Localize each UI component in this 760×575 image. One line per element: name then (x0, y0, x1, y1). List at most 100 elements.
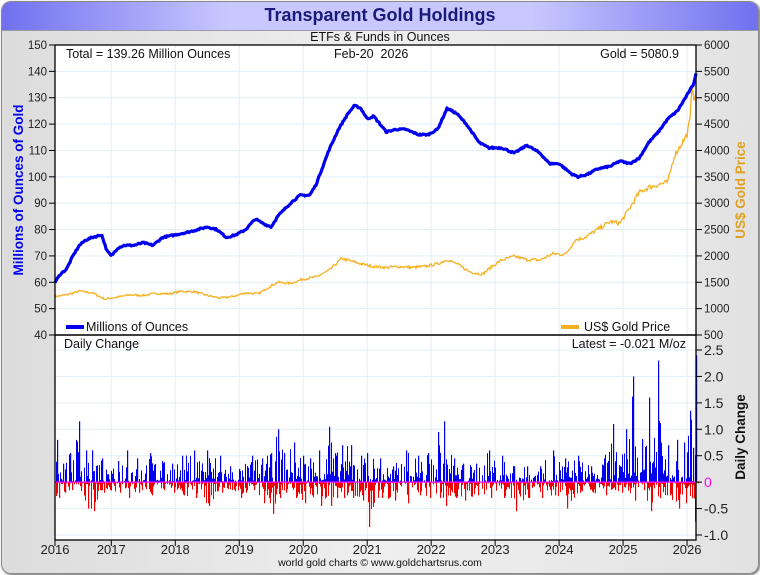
daily-change-bar-positive (461, 469, 462, 483)
daily-change-bar-negative (396, 482, 397, 490)
daily-change-bar-negative (490, 482, 491, 489)
daily-axis-tick-label: 1.0 (704, 421, 724, 437)
daily-change-trough-bar (622, 482, 624, 493)
daily-change-bar-negative (607, 482, 608, 487)
daily-change-bar-negative (550, 482, 551, 490)
daily-change-bar-positive (305, 463, 306, 483)
left-axis-tick-label: 60 (34, 277, 47, 289)
daily-change-bar-positive (308, 466, 309, 483)
daily-change-bar-positive (549, 480, 550, 483)
daily-change-bar-positive (422, 471, 423, 483)
daily-change-bar-negative (475, 482, 476, 489)
daily-change-bar-negative (612, 482, 613, 490)
daily-change-bar-negative (115, 482, 116, 492)
daily-change-bar-negative (519, 482, 520, 495)
daily-change-bar-positive (336, 455, 337, 483)
daily-change-bar-positive (588, 465, 589, 483)
daily-change-bar-positive (241, 480, 242, 483)
daily-change-bar-positive (597, 475, 598, 483)
daily-change-bar-positive (560, 470, 561, 483)
daily-change-bar-positive (258, 477, 259, 483)
daily-change-peak-bar (335, 453, 337, 483)
holdings-legend-label: Millions of Ounces (86, 320, 188, 334)
gold-price-line (54, 88, 697, 301)
daily-change-bar-positive (211, 471, 212, 483)
daily-change-peak-bar (108, 474, 110, 483)
daily-change-bar-negative (145, 482, 146, 488)
daily-change-bar-negative (496, 482, 497, 491)
daily-change-bar-negative (681, 482, 682, 484)
daily-change-bar-negative (650, 482, 651, 487)
daily-change-bar-negative (204, 482, 205, 498)
daily-change-bar-negative (239, 482, 240, 486)
x-axis-tick-label: 2016 (41, 542, 70, 557)
daily-change-bar-positive (472, 478, 473, 483)
daily-change-trough-bar (174, 482, 176, 493)
daily-change-bar-negative (452, 482, 453, 493)
daily-change-bar-negative (194, 482, 195, 486)
daily-change-bar-positive (164, 462, 165, 483)
daily-change-trough-bar (81, 482, 83, 488)
daily-change-bar-positive (344, 479, 345, 483)
daily-change-bar-positive (394, 479, 395, 483)
daily-change-peak-bar (194, 450, 196, 483)
daily-change-trough-bar (152, 482, 154, 496)
daily-change-trough-bar (286, 482, 288, 493)
daily-change-bar-negative (464, 482, 465, 489)
daily-change-bar-negative (274, 482, 275, 486)
daily-change-bar-positive (136, 469, 137, 483)
daily-change-trough-bar (644, 482, 646, 491)
daily-change-bar-positive (651, 473, 652, 483)
daily-change-bar-negative (245, 482, 246, 488)
daily-change-bar-positive (513, 466, 514, 483)
daily-change-bar-positive (177, 464, 178, 483)
daily-change-peak-bar (102, 458, 104, 483)
daily-change-bar-positive (264, 476, 265, 483)
daily-change-bar-positive (557, 480, 558, 483)
daily-change-trough-bar (446, 482, 448, 506)
daily-change-peak-bar (230, 466, 232, 483)
daily-change-bar-negative (228, 482, 229, 490)
daily-change-bar-positive (499, 480, 500, 483)
daily-change-bar-negative (80, 482, 81, 487)
daily-change-bar-negative (488, 482, 489, 484)
daily-change-bar-positive (66, 462, 67, 483)
daily-change-bar-negative (256, 482, 257, 485)
daily-change-bar-negative (106, 482, 107, 489)
daily-change-trough-bar (273, 482, 275, 514)
daily-change-bar-negative (270, 482, 271, 504)
daily-change-bar-positive (687, 452, 688, 483)
daily-change-bar-negative (665, 482, 666, 496)
daily-change-bar-positive (126, 467, 127, 483)
daily-change-bar-positive (201, 470, 202, 483)
daily-change-bar-positive (424, 480, 425, 483)
left-axis-tick-label: 40 (34, 330, 47, 342)
daily-change-bar-negative (249, 482, 250, 487)
daily-change-bar-positive (416, 472, 417, 483)
daily-change-bar-positive (254, 470, 255, 483)
daily-change-bar-negative (324, 482, 325, 489)
daily-change-bar-negative (626, 482, 627, 485)
daily-change-bar-positive (297, 475, 298, 483)
daily-change-bar-negative (130, 482, 131, 487)
daily-change-bar-positive (400, 480, 401, 483)
daily-change-bar-negative (538, 482, 539, 484)
daily-change-bar-negative (509, 482, 510, 489)
daily-change-bar-positive (561, 479, 562, 483)
daily-change-bar-positive (598, 478, 599, 483)
daily-change-bar-positive (456, 475, 457, 483)
daily-change-bar-negative (384, 482, 385, 487)
daily-axis-tick-label: 2.0 (704, 368, 724, 384)
daily-change-bar-negative (267, 482, 268, 496)
daily-change-trough-bar (679, 482, 681, 509)
daily-change-bar-negative (157, 482, 158, 485)
daily-change-bar-negative (524, 482, 525, 486)
daily-change-bar-negative (689, 482, 690, 485)
daily-change-bar-negative (208, 482, 209, 504)
daily-change-bar-negative (188, 482, 189, 488)
daily-change-peak-bar (207, 450, 209, 483)
daily-change-bar-negative (268, 482, 269, 490)
daily-change-bar-positive (567, 467, 568, 483)
daily-change-bar-positive (370, 479, 371, 483)
daily-change-bar-positive (575, 473, 576, 483)
